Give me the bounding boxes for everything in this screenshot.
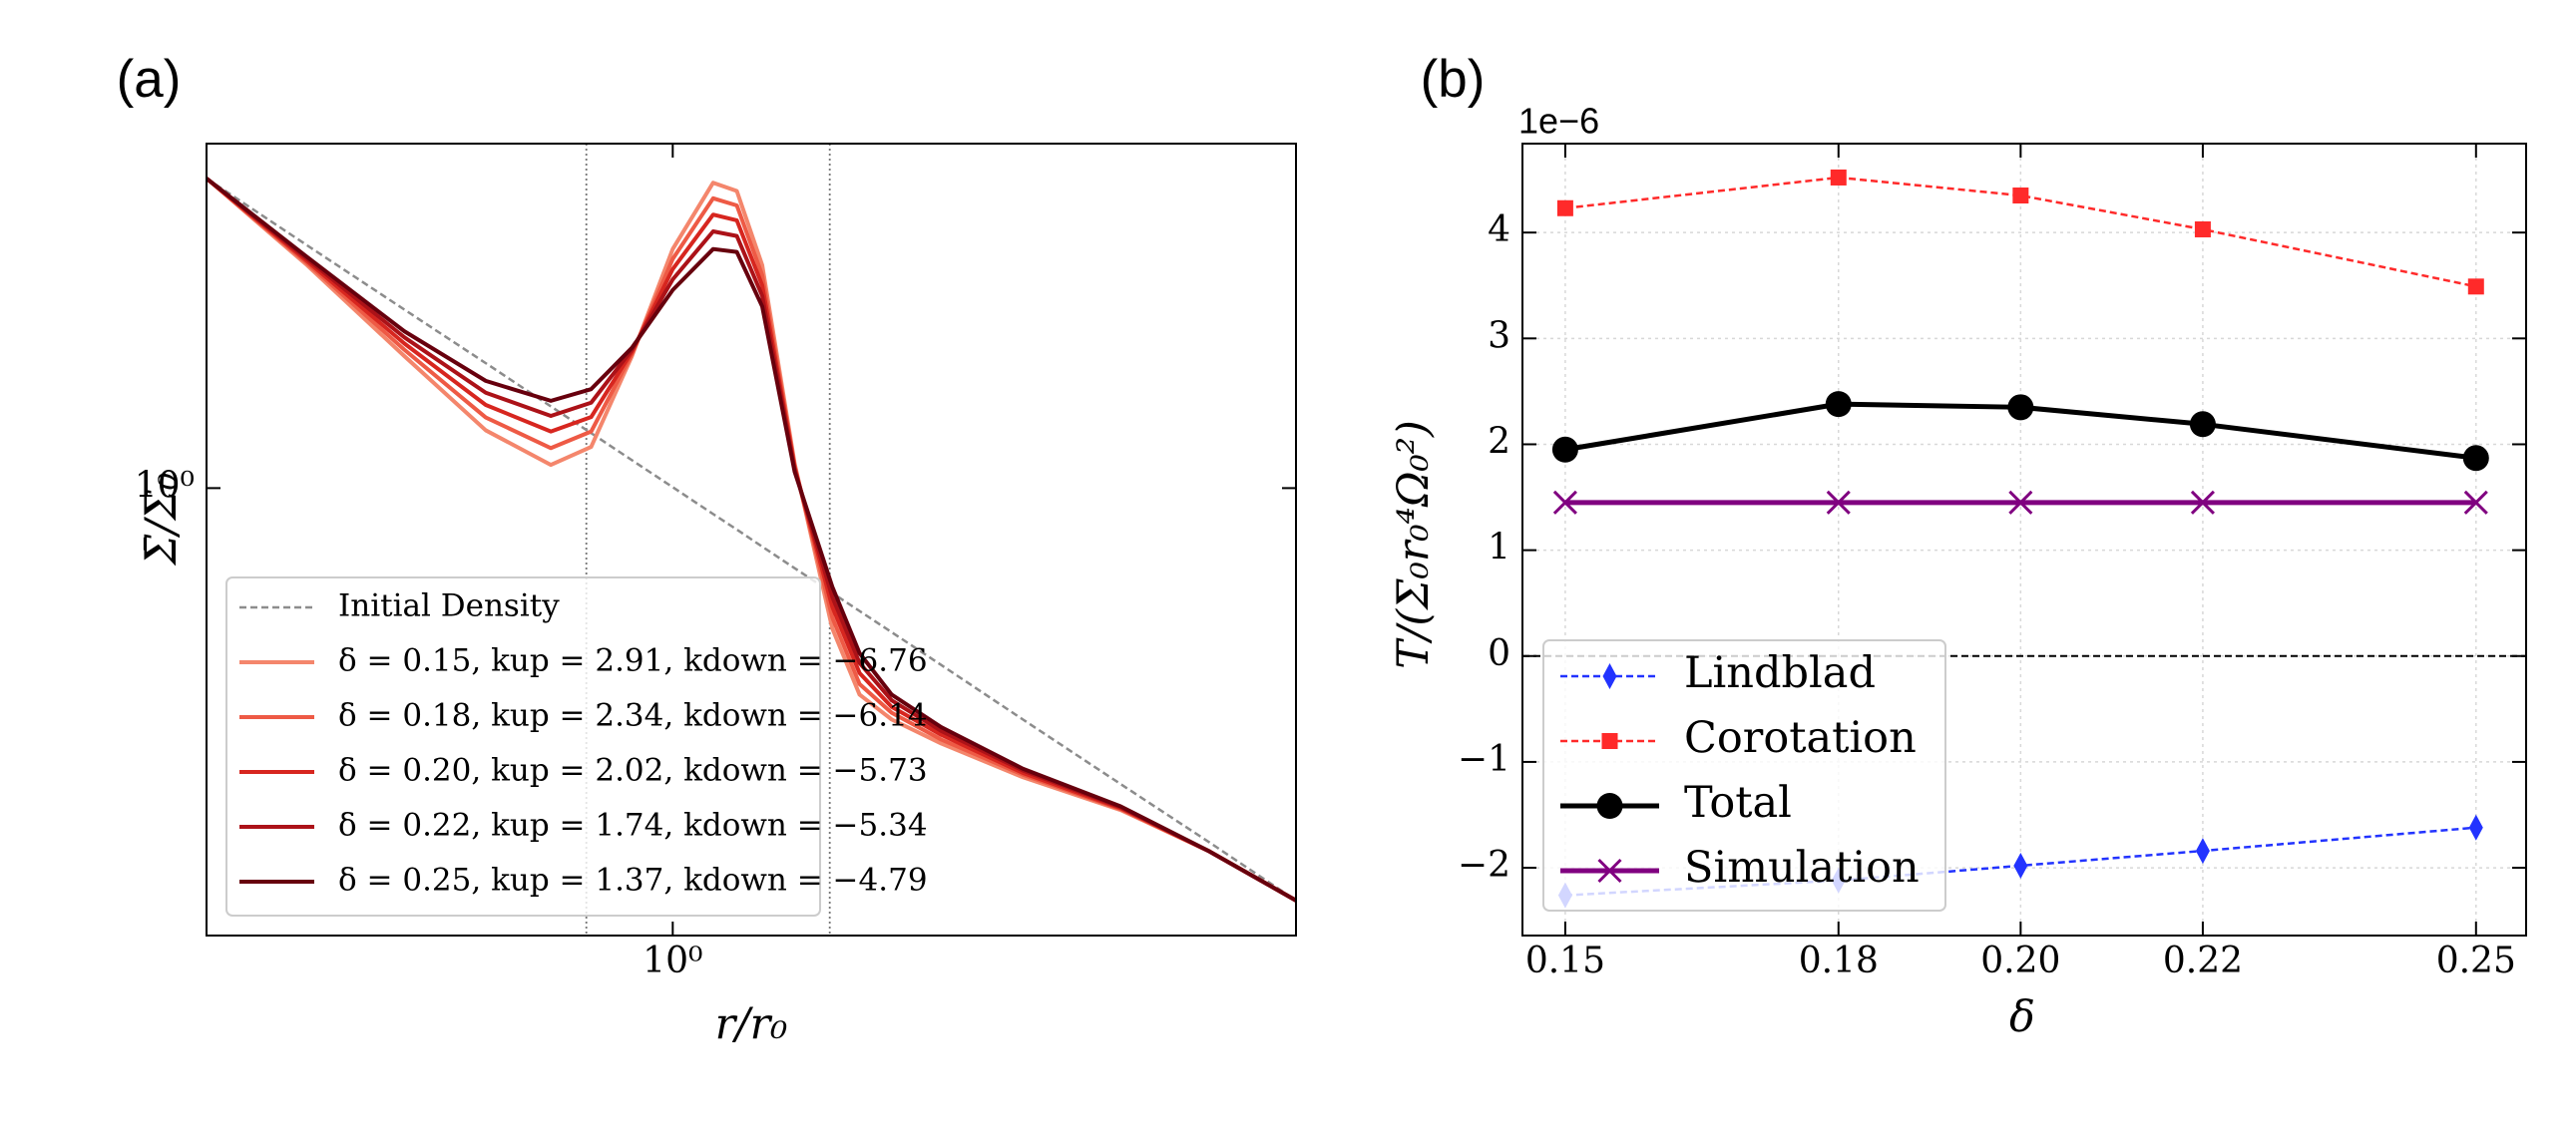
y-tick-label: 10⁰	[135, 465, 195, 506]
legend-label: δ = 0.25, kup = 1.37, kdown = −4.79	[338, 863, 928, 899]
y-axis-label: T/(Σ₀r₀⁴Ω₀²)	[1389, 420, 1439, 669]
x-tick-label: 0.25	[2436, 941, 2516, 981]
marker	[1596, 793, 1623, 819]
legend-label: δ = 0.15, kup = 2.91, kdown = −6.76	[338, 643, 928, 679]
marker	[1826, 490, 1851, 515]
offset-text: 1e−6	[1518, 101, 1599, 142]
legend-label: Initial Density	[338, 588, 560, 624]
legend-box	[1542, 639, 1946, 912]
x-axis-label: r/r₀	[715, 999, 788, 1049]
y-tick-label: 1	[1488, 528, 1510, 569]
y-axis-label: Σ̄/Σ₀	[137, 473, 187, 568]
y-tick-label: 2	[1488, 421, 1510, 462]
x-tick-label: 0.18	[1799, 941, 1879, 981]
y-tick-label: 0	[1488, 633, 1510, 674]
marker	[2194, 220, 2211, 237]
x-tick-label: 0.20	[1980, 941, 2060, 981]
marker	[2189, 411, 2216, 438]
series-line	[207, 177, 1296, 903]
y-tick-label: −2	[1458, 845, 1510, 886]
marker	[1830, 169, 1847, 186]
x-axis-label: δ	[2009, 992, 2035, 1042]
legend-label: δ = 0.18, kup = 2.34, kdown = −6.14	[338, 698, 928, 734]
marker	[2468, 814, 2483, 841]
series-line	[207, 177, 1296, 902]
y-tick-label: 3	[1488, 315, 1510, 356]
series-line	[207, 177, 1296, 903]
legend-label: Corotation	[1684, 713, 1917, 763]
marker	[1825, 391, 1852, 418]
marker	[2012, 188, 2029, 204]
marker	[2007, 394, 2034, 421]
marker	[2463, 490, 2488, 515]
legend-label: Simulation	[1684, 843, 1920, 893]
marker	[1597, 858, 1622, 884]
legend-label: Lindblad	[1684, 648, 1876, 698]
legend: Initial Density δ = 0.15, kup = 2.91, kdo…	[225, 576, 928, 917]
marker	[1601, 733, 1618, 749]
panel-label: (a)	[117, 50, 182, 109]
legend-label: δ = 0.20, kup = 2.02, kdown = −5.73	[338, 753, 928, 789]
y-tick-label: 4	[1488, 209, 1510, 250]
legend-label: δ = 0.22, kup = 1.74, kdown = −5.34	[338, 808, 928, 844]
series-line	[1564, 176, 2477, 288]
panel-label: (b)	[1421, 50, 1486, 109]
marker	[2013, 852, 2028, 879]
x-tick-label: 0.15	[1525, 941, 1605, 981]
plot-frame	[206, 143, 1297, 937]
legend: Lindblad Corotation Total Simulation	[1542, 639, 1946, 912]
marker	[1602, 663, 1617, 689]
marker	[2467, 278, 2484, 295]
marker	[2008, 490, 2033, 515]
series-line	[207, 177, 1296, 903]
x-tick-label: 0.22	[2163, 941, 2243, 981]
marker	[2462, 445, 2489, 472]
marker	[2190, 490, 2215, 515]
y-tick-label: −1	[1458, 739, 1510, 780]
marker	[1551, 436, 1578, 463]
marker	[1552, 490, 1577, 515]
legend-box	[225, 576, 821, 917]
marker	[2195, 838, 2210, 865]
plot-area	[207, 177, 1296, 903]
plot-frame	[1521, 143, 2527, 937]
x-tick-label: 10⁰	[643, 941, 702, 981]
legend-label: Total	[1684, 778, 1792, 828]
marker	[1556, 199, 1573, 216]
